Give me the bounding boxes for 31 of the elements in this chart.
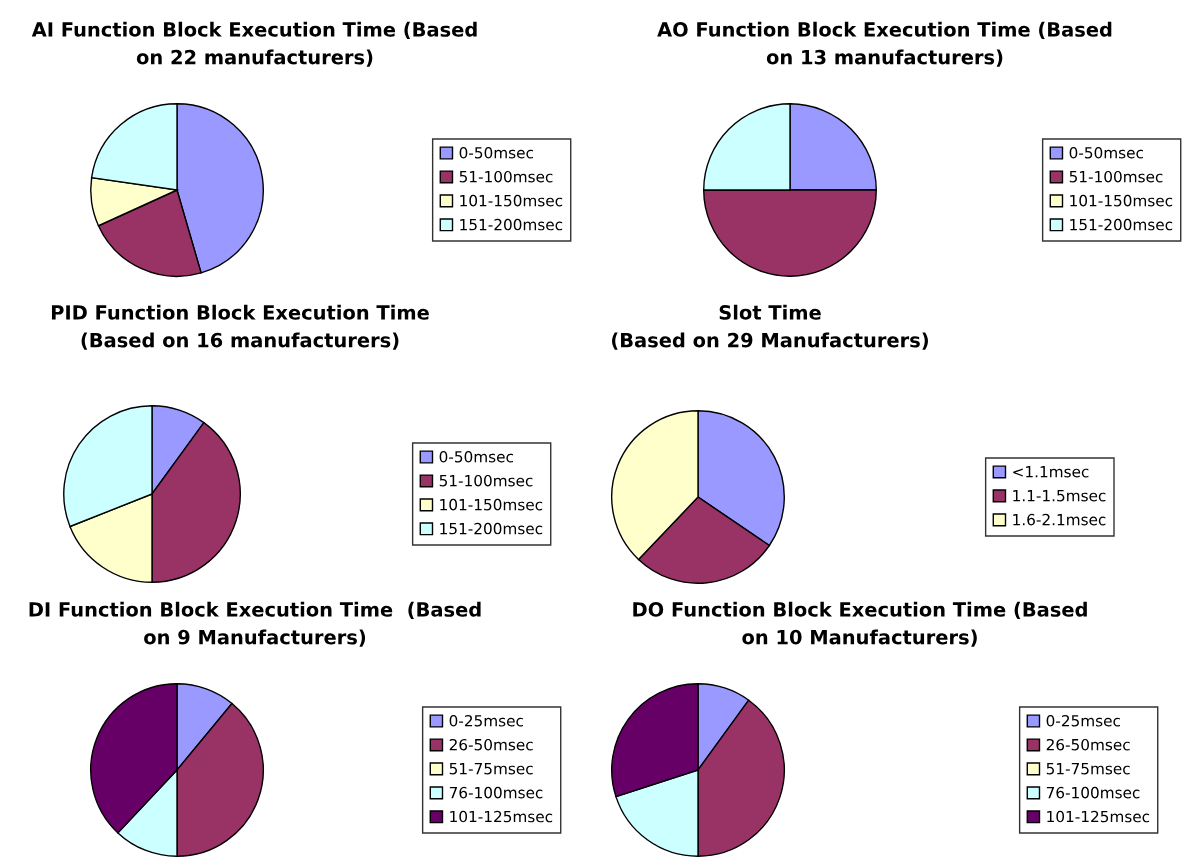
legend-label: 0-50msec — [459, 146, 533, 159]
legend-label: 26-50msec — [449, 738, 533, 751]
legend-label: 51-75msec — [449, 763, 533, 775]
legend-label: 26-50msec — [1046, 738, 1130, 751]
chart-title: DI Function Block Execution Time (Based on 9 Manufacturers) — [29, 601, 481, 647]
legend-label: 76-100msec — [1046, 786, 1140, 799]
legend-label: 1.1-1.5msec — [1013, 490, 1106, 502]
legend-label: <1.1msec — [1013, 466, 1089, 478]
legend-label: 101-125msec — [450, 810, 553, 823]
legend-label: 0-25msec — [449, 714, 523, 727]
legend-label: 101-125msec — [1047, 810, 1150, 823]
legend-label: 51-100msec — [439, 474, 533, 487]
legend-label: 51-100msec — [459, 170, 553, 183]
legend-label: 51-75msec — [1046, 763, 1130, 775]
chart-title: Slot Time (Based on 29 Manufacturers) — [612, 304, 928, 350]
legend-label: 151-200msec — [1070, 218, 1173, 231]
legend-label: 151-200msec — [460, 218, 563, 231]
legend-label: 151-200msec — [440, 522, 543, 535]
legend-label: 0-50msec — [439, 450, 513, 463]
legend-label: 101-150msec — [460, 194, 563, 207]
legend-label: 0-25msec — [1046, 714, 1120, 727]
legend-label: 76-100msec — [449, 786, 543, 799]
chart-title: AI Function Block Execution Time (Based on 22 manufacturers) — [31, 21, 477, 67]
legend-label: 101-150msec — [440, 498, 543, 511]
legend-label: 101-150msec — [1070, 194, 1173, 207]
legend-label: 0-50msec — [1069, 146, 1143, 159]
chart-title: DO Function Block Execution Time (Based on 10 Manufacturers) — [633, 601, 1087, 647]
chart-title: AO Function Block Execution Time (Based on 13 manufacturers) — [657, 21, 1112, 67]
chart-title: PID Function Block Execution Time (Based on 16 manufacturers) — [51, 304, 429, 350]
legend-label: 51-100msec — [1069, 170, 1163, 183]
legend-label: 1.6-2.1msec — [1013, 513, 1106, 526]
